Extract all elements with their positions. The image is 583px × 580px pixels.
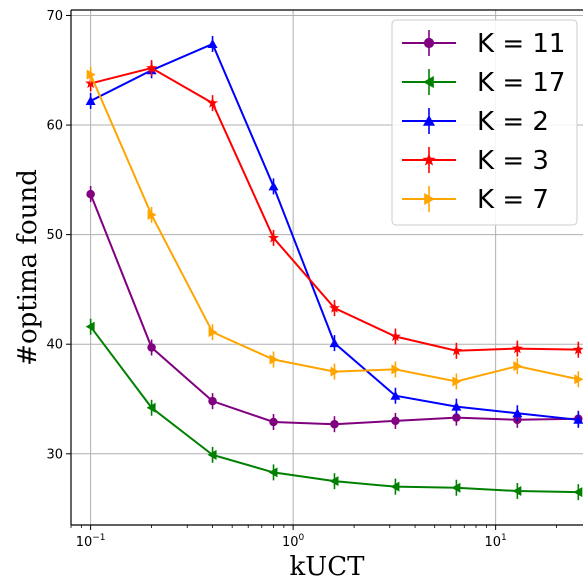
- data-point: [146, 62, 158, 73]
- x-axis-title: kUCT: [290, 552, 366, 580]
- data-point: [573, 487, 583, 498]
- y-tick-label: 70: [46, 9, 63, 24]
- data-point: [207, 97, 219, 108]
- data-point: [268, 467, 278, 478]
- legend-marker: [423, 115, 435, 126]
- data-point: [86, 189, 95, 199]
- y-tick-label: 30: [46, 447, 63, 462]
- data-point: [452, 376, 462, 387]
- data-point: [268, 181, 279, 191]
- data-point: [390, 481, 400, 492]
- legend-label: K = 3: [477, 146, 549, 176]
- data-point: [330, 419, 339, 429]
- data-point: [329, 476, 339, 487]
- legend-box: [391, 19, 578, 226]
- x-tick-label: 10−1: [76, 533, 106, 550]
- data-point: [513, 361, 523, 372]
- y-axis-title: #optima found: [13, 169, 43, 366]
- data-point: [329, 302, 340, 313]
- data-point: [147, 343, 156, 352]
- data-point: [390, 390, 401, 400]
- data-point: [451, 401, 462, 411]
- data-point: [85, 321, 95, 332]
- data-point: [86, 69, 96, 80]
- data-point: [330, 366, 340, 377]
- series-0: [86, 186, 583, 433]
- data-point: [207, 38, 218, 48]
- legend-marker: [424, 193, 435, 205]
- data-point: [85, 77, 97, 89]
- data-point: [511, 342, 523, 354]
- data-point: [269, 354, 279, 365]
- legend: K = 11 K = 17 K = 2 K = 3 K = 7: [391, 19, 578, 226]
- axes: [70, 9, 583, 526]
- data-point: [208, 396, 217, 406]
- series-3: [85, 60, 583, 359]
- data-point: [452, 413, 461, 422]
- series-4: [86, 66, 583, 390]
- data-point: [391, 364, 401, 375]
- y-tick-label: 50: [46, 228, 63, 243]
- data-point: [512, 486, 522, 497]
- legend-entry: K = 17: [402, 68, 565, 98]
- x-tick-label: 100: [282, 533, 305, 550]
- tick-layer: 30 40 50 60 70 10−1 100 101: [46, 9, 558, 550]
- legend-entry: K = 3: [402, 146, 549, 176]
- legend-marker: [422, 153, 436, 166]
- data-point: [389, 330, 401, 342]
- data-point: [450, 345, 462, 356]
- data-point: [269, 417, 278, 427]
- legend-marker: [423, 76, 434, 88]
- data-point: [207, 449, 217, 460]
- data-point: [146, 402, 156, 413]
- data-point: [208, 327, 218, 338]
- data-point: [147, 209, 157, 220]
- data-point: [512, 408, 523, 418]
- legend-label: K = 2: [477, 107, 549, 137]
- y-tick-label: 40: [46, 338, 63, 353]
- y-tick-label: 60: [46, 119, 63, 134]
- legend-entry: K = 2: [402, 107, 549, 137]
- data-point: [391, 416, 400, 426]
- legend-label: K = 7: [477, 185, 549, 215]
- data-point: [329, 338, 340, 348]
- data-point: [268, 232, 279, 243]
- data-point: [451, 482, 461, 493]
- legend-label: K = 11: [477, 29, 565, 59]
- legend-entry: K = 7: [402, 185, 549, 215]
- data-point: [574, 374, 583, 385]
- legend-entry: K = 11: [402, 29, 565, 59]
- legend-label: K = 17: [477, 68, 565, 98]
- series-1: [85, 318, 583, 501]
- legend-marker: [423, 37, 435, 49]
- series-layer: [85, 35, 583, 501]
- data-point: [572, 343, 583, 355]
- data-point: [573, 414, 583, 424]
- x-tick-label: 101: [485, 533, 507, 550]
- data-point: [85, 95, 96, 105]
